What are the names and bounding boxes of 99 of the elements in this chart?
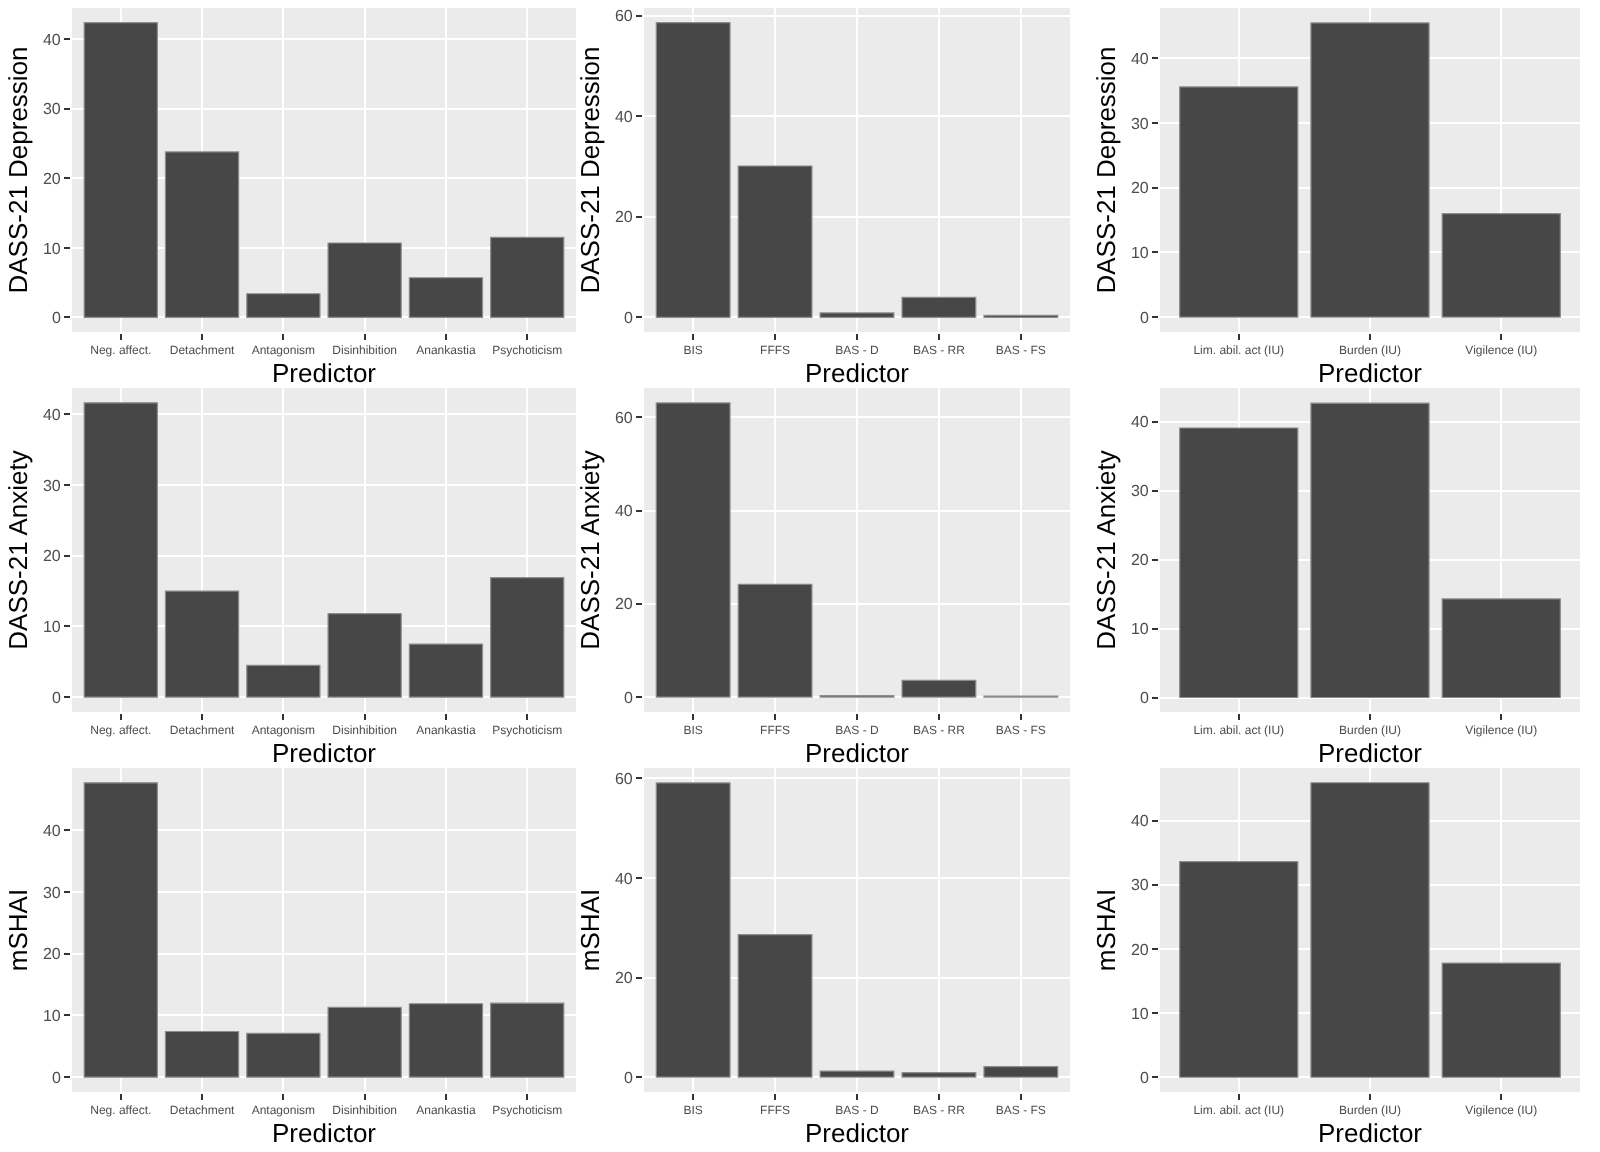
bar: [490, 236, 565, 318]
x-axis-title: Predictor: [1317, 358, 1424, 389]
bar: [901, 296, 977, 318]
bar: [655, 782, 731, 1078]
bar: [408, 277, 484, 318]
y-axis-title: mSHAI: [1090, 888, 1121, 972]
y-tick-label: 20: [42, 169, 62, 188]
bar: [164, 151, 240, 318]
x-axis-title: Predictor: [271, 1118, 378, 1149]
y-tick-label: 0: [623, 1068, 634, 1087]
y-tick-label: 0: [623, 309, 634, 327]
bar: [901, 1071, 977, 1078]
y-tick-label: 10: [1130, 620, 1150, 639]
bar: [327, 1006, 402, 1078]
y-tick-label: 60: [614, 408, 634, 427]
bar: [1310, 782, 1430, 1078]
y-tick-label: 20: [42, 547, 62, 566]
y-tick-label: 30: [42, 476, 62, 495]
bar: [901, 679, 977, 698]
y-tick-label: 40: [42, 821, 62, 840]
bar: [164, 1030, 240, 1078]
bar: [655, 22, 731, 318]
bar: [408, 643, 484, 698]
y-tick-label: 0: [51, 1068, 62, 1087]
y-tick-label: 40: [614, 107, 634, 126]
y-tick-label: 10: [1130, 1004, 1150, 1023]
y-tick-label: 30: [1130, 114, 1150, 133]
bar: [490, 1002, 565, 1078]
y-tick-label: 30: [1130, 482, 1150, 501]
y-axis-title: DASS-21 Anxiety: [574, 449, 605, 650]
bar: [327, 242, 402, 318]
bar: [164, 590, 240, 698]
bar: [1179, 861, 1299, 1078]
bar: [83, 782, 158, 1078]
bar: [327, 613, 402, 698]
y-axis-title: DASS-21 Anxiety: [1090, 449, 1121, 650]
bar: [737, 583, 813, 698]
y-axis-title: DASS-21 Depression: [574, 46, 605, 294]
y-tick-label: 30: [42, 100, 62, 119]
y-tick-label: 20: [42, 945, 62, 964]
bar: [1310, 22, 1430, 318]
bar: [1310, 402, 1430, 699]
x-axis-title: Predictor: [804, 358, 911, 389]
y-tick-label: 20: [1130, 940, 1150, 959]
y-tick-label: 10: [42, 618, 62, 636]
y-axis-title: mSHAI: [574, 888, 605, 972]
bar: [490, 576, 565, 698]
x-axis-title: Predictor: [271, 358, 378, 389]
bar: [819, 1070, 895, 1078]
bar: [1441, 213, 1561, 318]
y-tick-label: 40: [614, 869, 634, 888]
bar: [1441, 962, 1561, 1078]
y-tick-label: 20: [614, 595, 634, 614]
bar: [246, 664, 321, 698]
bar: [83, 22, 158, 318]
x-axis-title: Predictor: [1317, 1118, 1424, 1149]
y-tick-label: 40: [42, 30, 62, 49]
y-axis-title: DASS-21 Depression: [1090, 46, 1121, 294]
y-tick-label: 10: [42, 239, 62, 258]
y-tick-label: 20: [614, 969, 634, 988]
x-axis-title: Predictor: [271, 738, 378, 769]
y-axis-title: DASS-21 Depression: [2, 46, 33, 294]
y-tick-label: 40: [1130, 50, 1150, 69]
bar: [1441, 598, 1561, 699]
y-tick-label: 0: [51, 309, 62, 327]
y-tick-label: 0: [51, 688, 62, 707]
bar: [737, 934, 813, 1078]
y-tick-label: 0: [1139, 689, 1150, 708]
bar: [408, 1003, 484, 1078]
y-tick-label: 40: [42, 405, 62, 424]
y-axis-title: DASS-21 Anxiety: [2, 449, 33, 650]
bar: [246, 293, 321, 318]
y-tick-label: 0: [1139, 308, 1150, 327]
x-axis-title: Predictor: [1317, 738, 1424, 769]
bar: [1179, 86, 1299, 318]
bar: [83, 402, 158, 698]
y-tick-label: 20: [614, 208, 634, 227]
bar: [1179, 427, 1299, 699]
y-tick-label: 0: [1139, 1068, 1150, 1087]
y-tick-label: 30: [1130, 876, 1150, 895]
bar: [655, 402, 731, 698]
bar: [819, 312, 895, 318]
bar: [737, 165, 813, 318]
y-tick-label: 10: [1130, 244, 1150, 263]
y-tick-label: 40: [1130, 413, 1150, 432]
y-tick-label: 60: [614, 7, 634, 26]
y-tick-label: 40: [614, 502, 634, 521]
bar: [246, 1032, 321, 1078]
y-tick-label: 10: [42, 1007, 62, 1026]
y-tick-label: 40: [1130, 812, 1150, 831]
y-tick-label: 30: [42, 883, 62, 902]
x-axis-title: Predictor: [804, 1118, 911, 1149]
y-tick-label: 20: [1130, 179, 1150, 198]
y-axis-title: mSHAI: [2, 888, 33, 972]
y-tick-label: 0: [623, 688, 634, 707]
y-tick-label: 60: [614, 770, 634, 789]
bar: [983, 1066, 1059, 1078]
y-tick-label: 20: [1130, 551, 1150, 570]
x-axis-title: Predictor: [804, 738, 911, 769]
